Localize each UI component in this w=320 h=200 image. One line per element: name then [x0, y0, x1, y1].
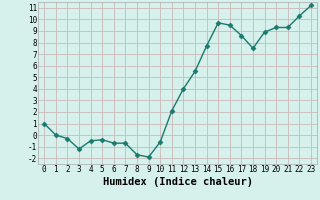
X-axis label: Humidex (Indice chaleur): Humidex (Indice chaleur)	[103, 177, 252, 187]
